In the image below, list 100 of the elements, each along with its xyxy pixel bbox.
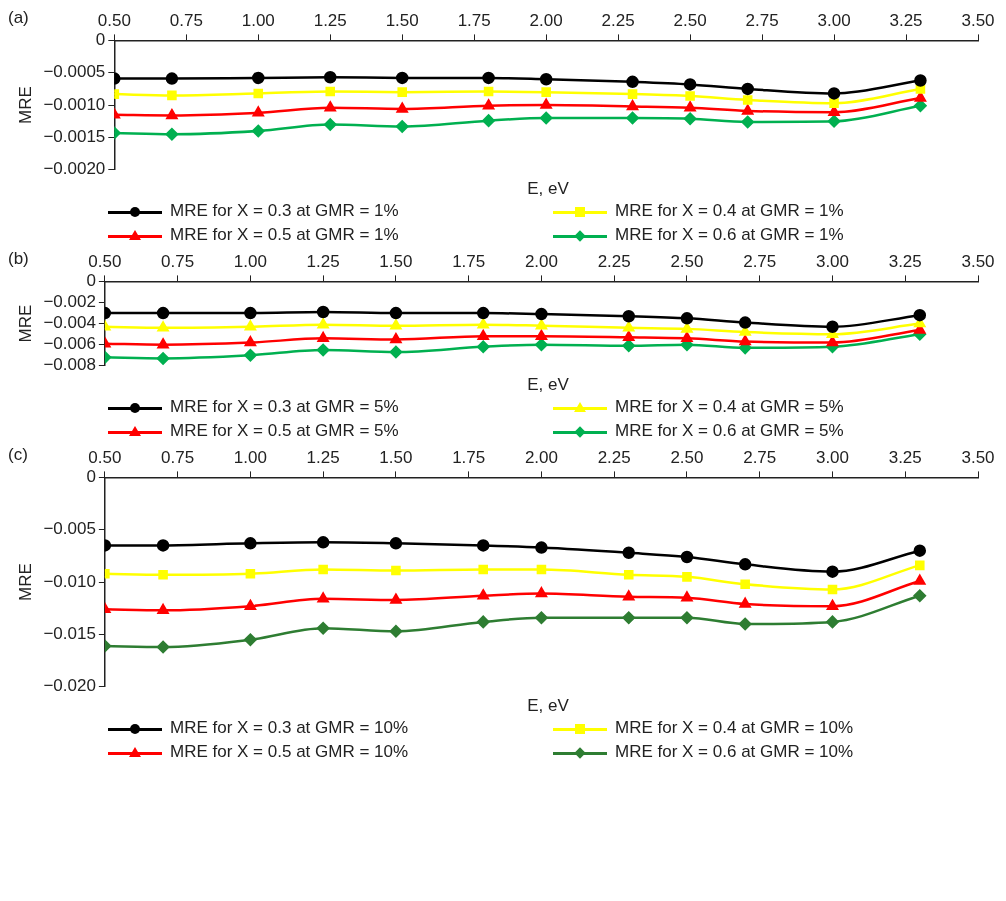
point: [252, 124, 265, 138]
legend-label: MRE for X = 0.5 at GMR = 10%: [170, 742, 409, 761]
point: [396, 102, 408, 113]
x-tick-label: 3.25: [888, 251, 922, 271]
legend-label: MRE for X = 0.4 at GMR = 10%: [615, 718, 854, 737]
point: [323, 118, 337, 131]
legend-label: MRE for X = 0.4 at GMR = 5%: [615, 397, 844, 416]
point: [244, 599, 256, 610]
chart-title: (a): [8, 8, 29, 28]
y-tick-label: −0.002: [43, 292, 96, 312]
point: [390, 593, 402, 604]
x-tick-label: 1.75: [452, 447, 486, 467]
y-axis-title: MRE: [15, 563, 35, 601]
legend-label: MRE for X = 0.3 at GMR = 5%: [170, 397, 399, 416]
point: [244, 306, 257, 320]
point: [738, 316, 752, 329]
y-tick-label: −0.0020: [43, 159, 106, 179]
point: [476, 306, 490, 320]
point: [913, 308, 927, 322]
point: [252, 106, 264, 117]
point: [827, 115, 841, 128]
point: [741, 115, 754, 129]
point: [681, 332, 693, 343]
point: [389, 625, 403, 638]
point: [680, 312, 694, 325]
x-tick-label: 1.00: [233, 447, 267, 467]
chart-title: (c): [8, 445, 28, 465]
point: [156, 352, 170, 365]
point: [680, 550, 694, 564]
point: [476, 615, 490, 629]
x-tick-label: 1.00: [241, 10, 275, 30]
point: [914, 74, 927, 87]
x-tick-label: 1.50: [385, 10, 419, 30]
x-tick-label: 3.50: [961, 10, 995, 30]
point: [535, 307, 548, 321]
x-tick-label: 2.50: [673, 10, 707, 30]
point: [244, 336, 256, 347]
point: [680, 611, 694, 624]
point: [253, 88, 264, 99]
point: [622, 309, 635, 323]
point: [626, 100, 639, 111]
point: [738, 558, 752, 571]
x-tick-label: 3.50: [961, 447, 995, 467]
point: [535, 319, 548, 330]
x-tick-label: 0.75: [161, 447, 195, 467]
point: [252, 71, 265, 85]
legend-label: MRE for X = 0.5 at GMR = 1%: [170, 225, 399, 244]
x-tick-label: 1.25: [306, 251, 340, 271]
point: [535, 611, 548, 624]
point: [476, 340, 490, 354]
y-tick-label: 0: [95, 30, 106, 50]
point: [622, 611, 635, 624]
point: [827, 584, 838, 595]
point: [156, 306, 170, 320]
point: [914, 574, 926, 585]
x-tick-label: 1.25: [306, 447, 340, 467]
legend-label: MRE for X = 0.3 at GMR = 10%: [170, 718, 409, 737]
point: [483, 99, 495, 110]
x-tick-label: 1.25: [313, 10, 347, 30]
legend-label: MRE for X = 0.4 at GMR = 1%: [615, 201, 844, 220]
point: [156, 640, 170, 654]
point: [539, 72, 553, 86]
y-tick-label: −0.0015: [43, 127, 106, 147]
point: [395, 71, 409, 85]
x-tick-label: 2.75: [745, 10, 779, 30]
point: [477, 330, 489, 341]
point: [391, 565, 401, 576]
point: [540, 98, 552, 109]
point: [244, 320, 256, 331]
x-tick-label: 3.50: [961, 251, 995, 271]
x-tick-label: 1.50: [379, 447, 413, 467]
point: [627, 89, 638, 99]
point: [626, 111, 639, 125]
x-axis-title: E, eV: [526, 375, 570, 395]
point: [324, 101, 336, 112]
x-tick-label: 0.50: [88, 447, 122, 467]
point: [826, 615, 839, 629]
x-tick-label: 1.00: [233, 251, 267, 271]
point: [738, 617, 752, 631]
x-axis-title: E, eV: [526, 696, 570, 716]
x-tick-label: 2.00: [529, 10, 563, 30]
point: [913, 544, 927, 557]
x-tick-label: 2.50: [670, 447, 704, 467]
x-tick-label: 2.25: [597, 447, 631, 467]
point: [626, 75, 639, 89]
x-tick-label: 3.00: [815, 251, 850, 271]
point: [482, 71, 495, 85]
y-tick-label: −0.006: [43, 334, 96, 354]
point: [478, 564, 489, 575]
y-tick-label: −0.005: [43, 519, 96, 539]
y-tick-label: −0.004: [43, 313, 96, 333]
y-tick-label: 0: [86, 271, 96, 291]
y-tick-label: −0.015: [43, 624, 96, 644]
legend-label: MRE for X = 0.3 at GMR = 1%: [170, 201, 399, 220]
point: [165, 72, 179, 85]
point: [244, 633, 257, 646]
point: [535, 330, 548, 341]
point: [245, 568, 256, 579]
point: [477, 318, 489, 329]
point: [913, 589, 927, 602]
